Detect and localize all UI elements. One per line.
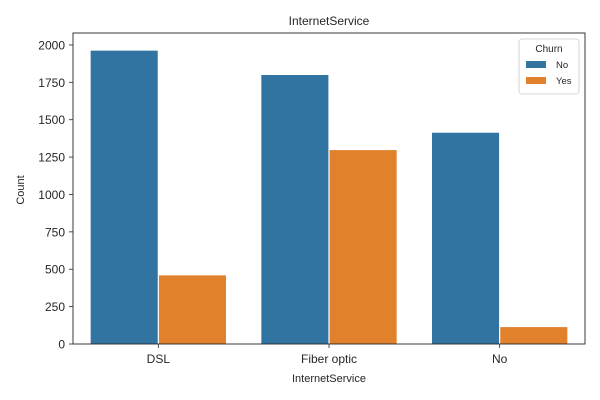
x-ticks-group: DSL Fiber optic No [147, 344, 508, 366]
y-tick-label: 2000 [38, 38, 65, 52]
bar-no-churn-yes [500, 327, 568, 344]
x-tick-label: Fiber optic [301, 352, 357, 366]
bar-dsl-churn-yes [158, 275, 226, 344]
y-tick-label: 750 [45, 225, 65, 239]
y-tick-label: 1500 [38, 113, 65, 127]
legend-title: Churn [535, 44, 562, 55]
y-axis-label: Count [15, 175, 27, 204]
chart-title: InternetService [289, 14, 370, 28]
legend-swatch-no [526, 61, 546, 68]
x-tick-label: No [492, 352, 508, 366]
legend-label-no: No [556, 60, 568, 71]
y-tick-label: 500 [45, 263, 65, 277]
y-tick-label: 1750 [38, 76, 65, 90]
bar-no-churn-no [432, 132, 500, 344]
y-tick-label: 0 [58, 338, 65, 352]
legend: Churn No Yes [518, 38, 580, 95]
bar-fiber-optic-churn-no [261, 75, 329, 345]
bar-dsl-churn-no [90, 50, 158, 344]
plot-frame [72, 32, 586, 345]
y-tick-label: 250 [45, 300, 65, 314]
y-tick-label: 1000 [38, 188, 65, 202]
y-tick-label: 1250 [38, 151, 65, 165]
bars-group [90, 50, 568, 345]
legend-label-yes: Yes [556, 76, 572, 87]
x-axis-label: InternetService [292, 373, 366, 385]
x-tick-label: DSL [147, 352, 171, 366]
legend-swatch-yes [526, 77, 546, 84]
bar-fiber-optic-churn-yes [329, 150, 397, 344]
y-ticks-group: 0 250 500 750 1000 1250 1500 1750 2000 [38, 38, 73, 352]
